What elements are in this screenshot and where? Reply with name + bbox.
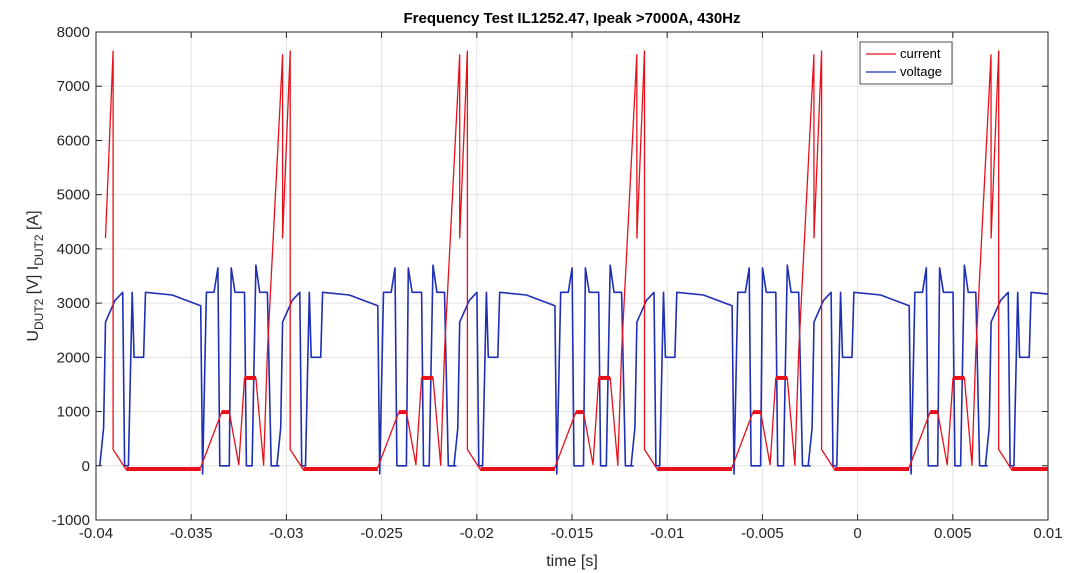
x-tick-label: -0.025 bbox=[360, 525, 403, 542]
y-axis-label-u-sub: DUT2 bbox=[32, 298, 46, 330]
plot-area bbox=[95, 31, 1049, 521]
x-axis-ticks: -0.04 -0.035 -0.03 -0.025 -0.02 -0.015 -0.01 -0… bbox=[79, 32, 1063, 542]
x-tick-label: 0.01 bbox=[1033, 525, 1062, 542]
y-axis-label-i-unit: [A] bbox=[25, 210, 42, 234]
legend: current voltage bbox=[859, 41, 953, 85]
y-tick-label: 3000 bbox=[57, 295, 90, 312]
y-axis-label: UDUT2 [V] IDUT2 [A] bbox=[25, 210, 46, 341]
y-axis-label-u-unit: [V] I bbox=[25, 266, 42, 299]
legend-voltage-label: voltage bbox=[900, 64, 942, 79]
x-tick-label: -0.035 bbox=[170, 525, 213, 542]
series-layer bbox=[99, 50, 1048, 475]
y-axis-label-i-sub: DUT2 bbox=[32, 234, 46, 266]
x-tick-label: -0.005 bbox=[741, 525, 784, 542]
x-tick-label: -0.01 bbox=[650, 525, 684, 542]
y-tick-label: 7000 bbox=[57, 78, 90, 95]
x-tick-label: 0 bbox=[853, 525, 861, 542]
y-tick-label: 4000 bbox=[57, 241, 90, 258]
y-tick-label: 8000 bbox=[57, 24, 90, 41]
x-axis-label: time [s] bbox=[546, 553, 598, 570]
y-tick-label: -1000 bbox=[52, 512, 90, 529]
y-axis-label-u: U bbox=[25, 330, 42, 342]
x-tick-label: -0.03 bbox=[269, 525, 303, 542]
legend-current-label: current bbox=[900, 46, 941, 61]
chart-title: Frequency Test IL1252.47, Ipeak >7000A, … bbox=[404, 10, 741, 27]
legend-box bbox=[859, 41, 953, 85]
series-current-line bbox=[104, 50, 1048, 471]
y-tick-label: 5000 bbox=[57, 187, 90, 204]
y-tick-label: 0 bbox=[82, 458, 90, 475]
x-tick-label: 0.005 bbox=[934, 525, 972, 542]
x-tick-label: -0.02 bbox=[460, 525, 494, 542]
series-voltage-line bbox=[99, 264, 1048, 475]
x-tick-label: -0.04 bbox=[79, 525, 113, 542]
y-tick-label: 1000 bbox=[57, 404, 90, 421]
y-axis-ticks: -1000 0 1000 2000 3000 4000 5000 6000 7000 8000 bbox=[52, 24, 1048, 529]
x-tick-label: -0.015 bbox=[551, 525, 594, 542]
y-tick-label: 6000 bbox=[57, 132, 90, 149]
y-tick-label: 2000 bbox=[57, 349, 90, 366]
